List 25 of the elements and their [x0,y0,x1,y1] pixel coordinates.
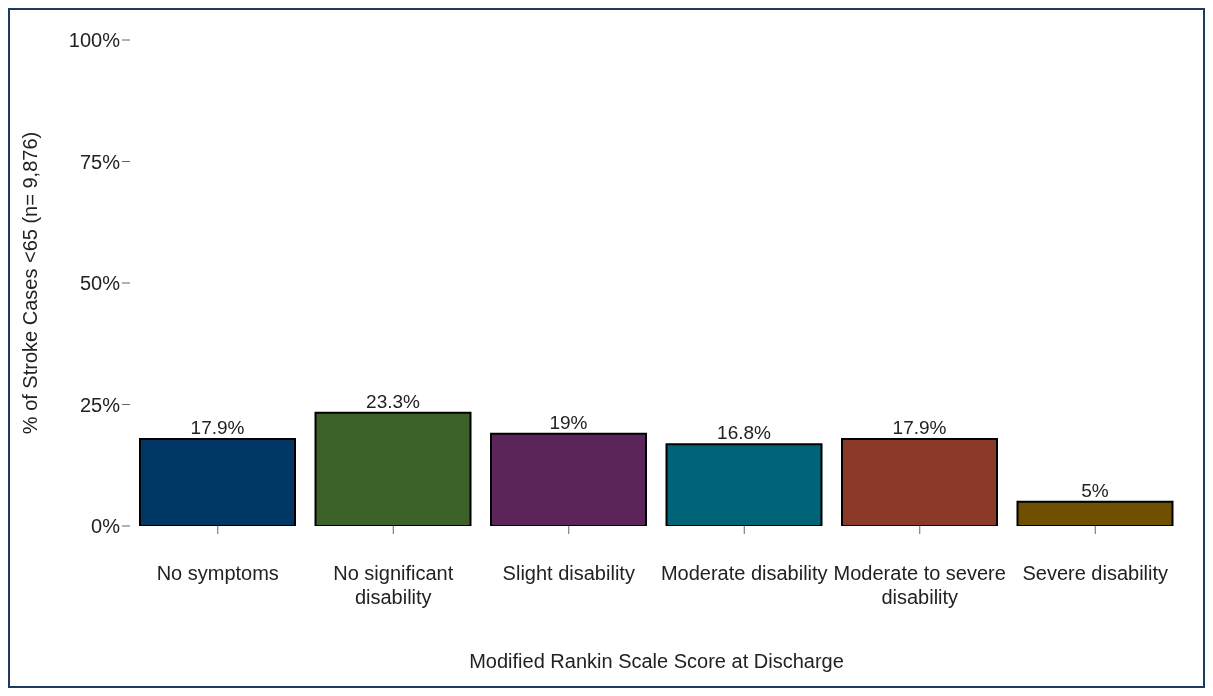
x-tick-label: No significant disability [333,562,454,609]
y-tick-label: 25% [79,393,121,416]
y-axis-title: % of Stroke Cases <65 (n= 9,876) [19,131,42,435]
y-tick-label: 75% [79,150,121,173]
data-label: 23.3% [366,390,421,412]
data-label: 16.8% [717,422,772,444]
data-label: 19% [549,411,588,433]
bar [665,443,823,526]
x-tick-label: Severe disability [1022,562,1169,585]
data-label: 17.9% [190,417,245,439]
y-tick-label: 50% [79,272,121,295]
bar [314,411,472,526]
bar [841,438,998,526]
x-tick-label: No symptoms [156,562,279,585]
x-tick-label: Moderate disability [660,562,828,585]
data-label: 17.9% [892,417,947,439]
x-tick-label: Slight disability [502,562,635,585]
bar [139,438,296,526]
x-axis-title: Modified Rankin Scale Score at Discharge [469,650,844,672]
bar [490,432,647,526]
data-label: 5% [1081,479,1109,501]
y-tick-label: 100% [68,29,121,52]
bar [1016,500,1174,526]
y-tick-label: 0% [91,515,121,538]
x-tick-label: Moderate to severe disability [833,562,1006,609]
